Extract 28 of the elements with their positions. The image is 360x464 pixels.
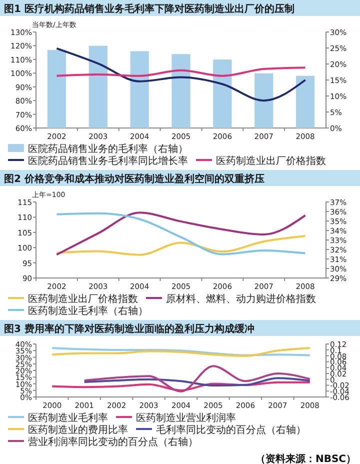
legend-label: 医药制造业毛利率 [28, 412, 108, 424]
bar [47, 50, 66, 128]
legend-label: 医院药品销售业务的毛利率（右轴） [28, 143, 188, 155]
legend-label: 医药制造业的费用比率 [28, 424, 128, 436]
legend-label: 医药制造业出厂价格指数 [216, 155, 326, 167]
chart-title: 图1 医疗机构药品销售业务毛利率下降对医药制造业出厂价的压制 [4, 3, 294, 15]
line-series [83, 377, 311, 387]
line-series [83, 365, 311, 392]
line-series [56, 47, 306, 102]
legend-label: 毛利率同比变动的百分点（右轴） [156, 424, 306, 436]
legend-label: 医药制造业出厂价格指数 [28, 293, 138, 305]
legend-label: 医药制造业营业利润率 [136, 412, 236, 424]
bar [172, 54, 190, 128]
bar [296, 76, 315, 128]
legend-label: 营业利润率同比变动的百分点（右轴） [28, 436, 198, 448]
chart-title: 图2 价格竞争和成本推动对医药制造业盈利空间的双重挤压 [4, 173, 264, 185]
legend-label: 医药制造业毛利率（右轴） [28, 305, 148, 317]
line-series [56, 235, 306, 256]
chart-title: 图3 费用率的下降对医药制造业面临的盈利压力构成缓冲 [4, 323, 254, 335]
line-series [51, 381, 311, 392]
bar [254, 73, 274, 128]
bar [213, 60, 232, 128]
bar [130, 51, 149, 128]
bar [88, 46, 108, 128]
text: （资料来源：NBSC） [255, 453, 356, 464]
line-series [56, 66, 306, 77]
legend-label: 医院药品销售业务毛利率同比增长率 [28, 155, 188, 167]
legend-label: 原材料、燃料、动力购进价格指数 [166, 293, 316, 305]
